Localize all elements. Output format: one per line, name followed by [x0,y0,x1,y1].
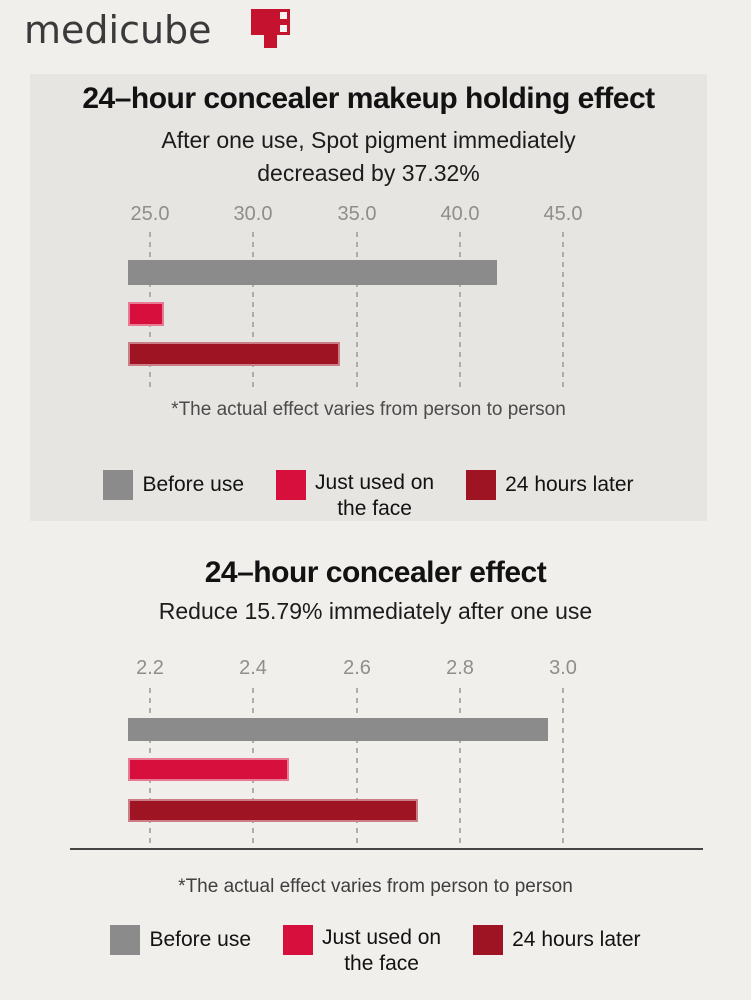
axis-gridline [252,232,254,388]
legend-swatch [103,470,134,500]
legend-label: 24 hours later [505,473,634,496]
legend-item-24-hours-later: 24 hours later [466,470,634,500]
axis-tick-label: 2.8 [446,657,474,679]
axis-tick-label: 35.0 [337,203,377,225]
legend-item-before-use: Before use [110,925,251,955]
axis-tick-label: 2.4 [239,657,267,679]
chart2-disclaimer: *The actual effect varies from person to… [178,876,573,897]
axis-tick-label: 45.0 [543,203,583,225]
axis-gridline [356,232,358,388]
legend-item-24-hours-later: 24 hours later [473,925,641,955]
axis-tick-label: 25.0 [130,203,170,225]
legend-swatch [276,470,307,500]
bar-24-hours-later [128,799,418,822]
bar-just-used-on-the-face [128,302,164,326]
legend-label: Before use [149,928,252,951]
logo-cell [277,35,290,48]
axis-gridline [459,232,461,388]
legend-label: Before use [142,473,245,496]
logo-cell [264,22,277,35]
section2-subtitle: Reduce 15.79% immediately after one use [158,598,593,624]
brand-logo-text: medicube [24,8,212,52]
section1-panel-background [30,74,707,521]
logo-cell [277,9,290,22]
legend-label: 24 hours later [512,928,641,951]
axis-tick-label: 2.6 [343,657,371,679]
axis-tick-label: 2.2 [136,657,164,679]
logo-cell [251,22,264,35]
legend-item-before-use: Before use [103,470,244,500]
section1-title: 24–hour concealer makeup holding effect [82,82,655,115]
bar-before-use [128,718,548,741]
legend-swatch [473,925,504,955]
section2-title: 24–hour concealer effect [204,556,547,589]
section1-subtitle: After one use, Spot pigment immediately … [30,124,707,190]
chart1-legend: Before use Just used on the face 24 hours l… [30,470,707,522]
bar-just-used-on-the-face [128,758,289,781]
logo-cell [251,9,264,22]
legend-swatch [110,925,141,955]
chart1-disclaimer: *The actual effect varies from person to… [171,399,566,420]
axis-tick-label: 40.0 [440,203,480,225]
logo-cell [277,22,290,35]
legend-label: Just used on the face [322,926,442,975]
legend-swatch [466,470,497,500]
axis-gridline [562,232,564,388]
logo-cell [264,35,277,48]
section1-subtitle-line2: decreased by 37.32% [257,160,480,186]
chart2-axis-line [70,848,703,850]
medicube-cross-icon [251,9,290,48]
chart2-legend: Before use Just used on the face 24 hours l… [0,925,751,977]
axis-tick-label: 3.0 [549,657,577,679]
axis-tick-label: 30.0 [233,203,273,225]
logo-cell [251,35,264,48]
bar-24-hours-later [128,342,340,366]
legend-item-just-used-on-the-face: Just used on the face [276,470,434,522]
axis-gridline [356,688,358,848]
axis-gridline [459,688,461,848]
legend-label: Just used on the face [315,471,435,520]
section1-subtitle-line1: After one use, Spot pigment immediately [161,127,576,153]
logo-cell [264,9,277,22]
legend-swatch [283,925,314,955]
axis-gridline [562,688,564,848]
legend-item-just-used-on-the-face: Just used on the face [283,925,441,977]
bar-before-use [128,260,497,285]
